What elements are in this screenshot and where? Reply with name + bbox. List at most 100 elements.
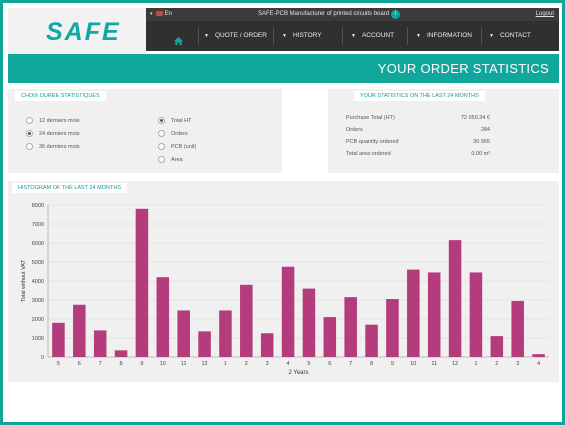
- stats-panel: YOUR STATISTICS ON THE LAST 24 MONTHS Pu…: [328, 89, 559, 173]
- histogram-panel-title: HISTOGRAM OF THE LAST 24 MONTHS: [12, 183, 127, 193]
- histogram-bar: [532, 354, 545, 357]
- x-tick-label: 6: [78, 361, 81, 367]
- safe-logo[interactable]: SAFE: [46, 18, 121, 46]
- metric-option[interactable]: Orders: [158, 130, 188, 137]
- stat-label: Total area ordered: [346, 151, 391, 157]
- x-tick-label: 10: [160, 361, 166, 367]
- home-icon[interactable]: [174, 32, 183, 50]
- stat-value: 30 965: [473, 139, 490, 145]
- duration-panel: CHOIX DUREE STATISTIQUES 12 derniers moi…: [8, 89, 282, 173]
- stat-value: 0.00 m²: [471, 151, 490, 157]
- top-bar: ▾ En SAFE-PCB Manufacturer of printed cir…: [146, 8, 559, 21]
- duration-option[interactable]: 12 derniers mois: [26, 117, 80, 124]
- histogram-bar: [511, 300, 524, 357]
- x-tick-label: 1: [224, 361, 227, 367]
- site-tagline: SAFE-PCB Manufacturer of printed circuit…: [258, 11, 390, 17]
- x-tick-label: 10: [410, 361, 416, 367]
- stat-row-pcb-quantity: PCB quantity ordered 30 965: [346, 139, 490, 145]
- metric-option[interactable]: Area: [158, 156, 183, 163]
- metric-option-label: Total HT: [171, 117, 192, 124]
- histogram-bar: [219, 310, 232, 357]
- duration-option[interactable]: 36 derniers mois: [26, 143, 80, 150]
- stat-label: PCB quantity ordered: [346, 139, 399, 145]
- radio-button[interactable]: [26, 130, 33, 137]
- histogram-bar: [448, 240, 462, 357]
- x-tick-label: 4: [287, 361, 290, 367]
- y-tick-label: 2000: [32, 317, 44, 323]
- x-tick-label: 8: [120, 361, 123, 367]
- chevron-down-icon: ▼: [351, 33, 356, 39]
- radio-button[interactable]: [158, 143, 165, 150]
- nav-separator: [273, 27, 274, 45]
- metric-option[interactable]: Total HT: [158, 117, 191, 124]
- y-tick-label: 6000: [32, 241, 44, 247]
- y-tick-label: 0: [41, 355, 44, 361]
- x-axis-label: 2 Years: [288, 370, 308, 376]
- histogram-bar: [344, 297, 357, 357]
- y-tick-label: 4000: [32, 279, 44, 285]
- page-banner: YOUR ORDER STATISTICS: [8, 54, 559, 83]
- radio-button[interactable]: [26, 117, 33, 124]
- stat-row-purchase-total: Purchase Total (HT) 72 050.34 €: [346, 115, 490, 121]
- x-tick-label: 6: [328, 361, 331, 367]
- duration-option-label: 12 derniers mois: [39, 117, 80, 124]
- x-tick-label: 9: [391, 361, 394, 367]
- language-selector[interactable]: ▾ En: [150, 11, 172, 18]
- nav-history[interactable]: ▼ HISTORY: [282, 21, 322, 51]
- metric-option[interactable]: PCB (unit): [158, 143, 196, 150]
- duration-option-label: 36 derniers mois: [39, 143, 80, 150]
- nav-label: HISTORY: [292, 32, 322, 39]
- logout-link[interactable]: Logout: [535, 11, 554, 17]
- nav-information[interactable]: ▼ INFORMATION: [416, 21, 472, 51]
- y-tick-label: 7000: [32, 222, 44, 228]
- nav-contact[interactable]: ▼ CONTACT: [489, 21, 531, 51]
- stat-label: Purchase Total (HT): [346, 115, 395, 121]
- radio-button[interactable]: [158, 117, 165, 124]
- duration-option[interactable]: 24 derniers mois: [26, 130, 80, 137]
- info-icon[interactable]: i: [391, 10, 400, 19]
- nav-separator: [342, 27, 343, 45]
- metric-option-label: Orders: [171, 130, 188, 137]
- y-tick-label: 5000: [32, 260, 44, 266]
- logo-area: SAFE: [8, 8, 146, 56]
- histogram-bar: [281, 266, 295, 357]
- chevron-down-icon: ▼: [204, 33, 209, 39]
- nav-label: ACCOUNT: [361, 32, 395, 39]
- histogram-bar: [93, 330, 107, 357]
- histogram-bar: [135, 208, 149, 357]
- x-tick-label: 12: [202, 361, 208, 367]
- radio-button[interactable]: [158, 156, 165, 163]
- metric-option-label: PCB (unit): [171, 143, 197, 150]
- nav-quote-order[interactable]: ▼ QUOTE / ORDER: [204, 21, 267, 51]
- histogram-bar: [156, 277, 170, 357]
- stat-row-orders: Orders 284: [346, 127, 490, 133]
- histogram-chart: 0 1000 2000 3000 4000 5000 6000 7000 8000 5 6 7 8 9 10…: [21, 203, 549, 376]
- stat-label: Orders: [346, 127, 363, 133]
- stat-value: 284: [480, 127, 490, 133]
- y-tick-label: 1000: [32, 336, 44, 342]
- histogram-bar: [302, 288, 316, 357]
- histogram-bar: [73, 304, 86, 357]
- x-tick-label: 2: [495, 361, 498, 367]
- histogram-bar: [198, 331, 211, 357]
- stat-row-total-area: Total area ordered 0.00 m²: [346, 151, 490, 157]
- x-tick-label: 11: [181, 361, 187, 367]
- flag-icon: [155, 11, 163, 16]
- x-tick-label: 8: [370, 361, 373, 367]
- radio-button[interactable]: [26, 143, 33, 150]
- page-title: YOUR ORDER STATISTICS: [377, 61, 549, 76]
- histogram-bar: [240, 284, 253, 357]
- histogram-bar: [386, 299, 399, 357]
- histogram-bar: [407, 269, 420, 357]
- nav-account[interactable]: ▼ ACCOUNT: [351, 21, 394, 51]
- x-tick-label: 2: [245, 361, 248, 367]
- x-tick-label: 7: [349, 361, 352, 367]
- histogram-bar: [177, 310, 190, 357]
- chevron-down-icon: ▼: [282, 33, 287, 39]
- chevron-down-icon: ▼: [416, 33, 421, 39]
- nav-separator: [407, 27, 408, 45]
- x-tick-label: 9: [140, 361, 143, 367]
- radio-button[interactable]: [158, 130, 165, 137]
- nav-label: INFORMATION: [426, 32, 472, 39]
